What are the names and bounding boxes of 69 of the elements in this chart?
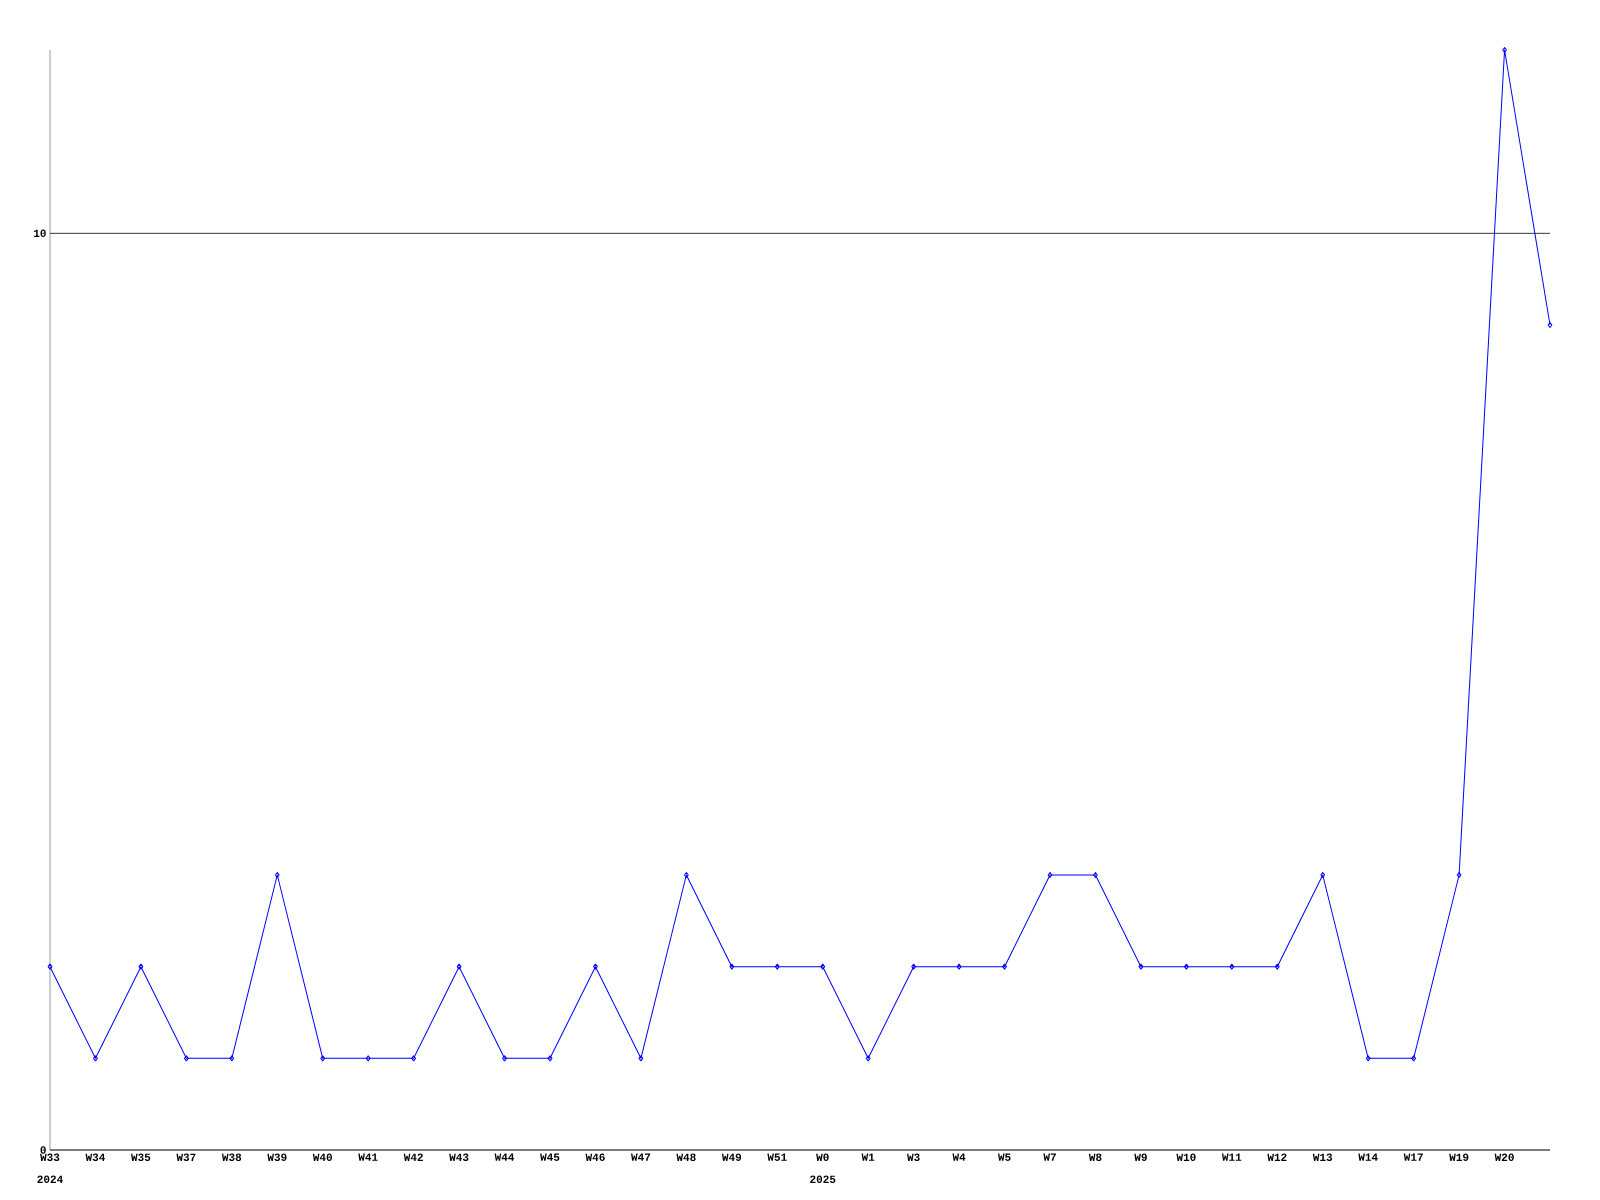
point — [320, 1055, 326, 1062]
x-tick-label: W0 — [816, 1153, 829, 1161]
x-tick-label: W38 — [221, 1153, 242, 1162]
x-tick-label: W8 — [1088, 1153, 1102, 1161]
x-tick-label: W9 — [1134, 1153, 1147, 1161]
x-tick-label: W4 — [952, 1153, 966, 1161]
point — [502, 1055, 507, 1062]
x-tick-label: W20 — [1494, 1153, 1514, 1161]
point — [774, 963, 780, 970]
point — [865, 1055, 871, 1062]
point — [229, 1055, 235, 1062]
x-tick-label: W47 — [631, 1153, 651, 1161]
x-tick-label: W5 — [997, 1153, 1011, 1161]
x-tick-label: W14 — [1358, 1153, 1378, 1161]
x-tick-label: W41 — [358, 1153, 378, 1161]
x-tick-label: W7 — [1043, 1153, 1056, 1161]
point — [1184, 963, 1189, 970]
x-tick-label: W13 — [1312, 1153, 1333, 1162]
x-tick-label: W3 — [907, 1153, 920, 1162]
point — [1093, 872, 1098, 878]
point — [638, 1055, 644, 1062]
x-tick-label: W51 — [767, 1153, 787, 1161]
point — [138, 963, 144, 970]
point — [183, 1055, 189, 1062]
x-tick-label: W44 — [494, 1153, 515, 1161]
point — [729, 963, 735, 970]
point — [593, 963, 598, 970]
y-tick-label: 10 — [34, 229, 46, 238]
point — [547, 1055, 553, 1062]
x-tick-label: W39 — [267, 1153, 287, 1162]
point — [1229, 963, 1235, 970]
x-tick-label: W11 — [1221, 1153, 1242, 1161]
x-tick-label: W17 — [1403, 1153, 1423, 1161]
x-tick-label: W43 — [449, 1153, 469, 1162]
point — [1002, 963, 1007, 970]
text: 2024 — [37, 1175, 63, 1183]
point — [956, 963, 962, 970]
x-tick-label: W19 — [1449, 1153, 1469, 1161]
point — [1274, 963, 1280, 970]
point — [1365, 1055, 1371, 1062]
point — [411, 1055, 417, 1062]
point — [820, 963, 826, 970]
point — [1411, 1055, 1417, 1062]
point — [1502, 47, 1507, 53]
point — [684, 872, 689, 878]
x-tick-label: W12 — [1267, 1153, 1287, 1161]
point — [456, 963, 462, 970]
x-tick-label: W35 — [131, 1153, 151, 1162]
point — [365, 1055, 371, 1062]
text: 2025 — [810, 1175, 836, 1183]
point — [1456, 872, 1462, 878]
x-tick-label: W49 — [721, 1153, 742, 1161]
y-tick-label: 0 — [40, 1146, 46, 1154]
point — [911, 963, 917, 970]
x-tick-label: W40 — [312, 1153, 332, 1161]
x-tick-label: W46 — [585, 1153, 605, 1161]
x-tick-label: W45 — [540, 1153, 560, 1161]
x-tick-label: W1 — [861, 1153, 875, 1161]
x-tick-label: W42 — [403, 1153, 423, 1161]
point — [274, 872, 280, 878]
x-tick-label: W48 — [676, 1153, 696, 1161]
point — [1138, 963, 1144, 970]
point — [93, 1055, 98, 1062]
point — [1320, 872, 1326, 878]
x-tick-label: W37 — [176, 1153, 196, 1162]
x-tick-label: W34 — [85, 1153, 106, 1162]
x-tick-label: W10 — [1176, 1153, 1196, 1161]
x-tick-label: W33 — [40, 1153, 60, 1162]
point — [1047, 872, 1053, 878]
